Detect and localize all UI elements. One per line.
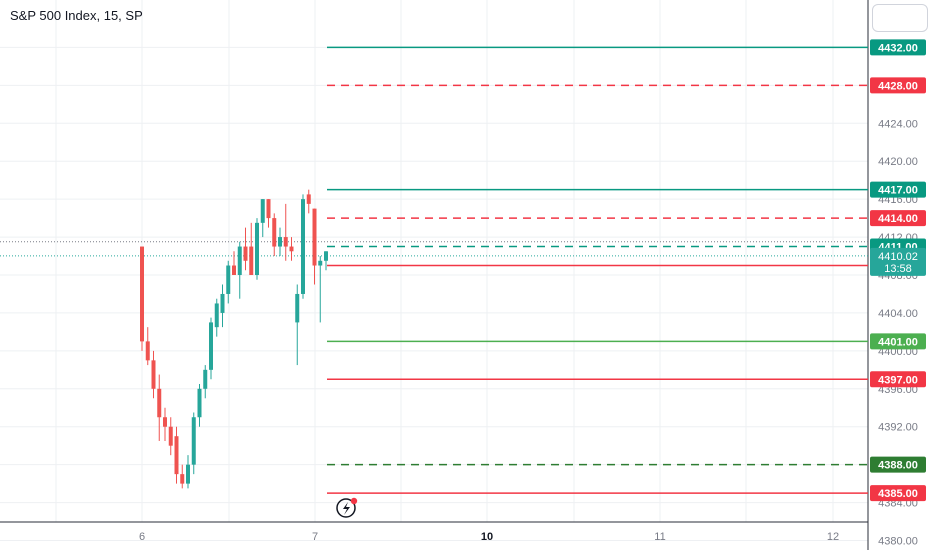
candle-body[interactable]	[168, 426, 173, 446]
level-price-tag	[870, 39, 926, 56]
candle-body[interactable]	[157, 388, 162, 418]
level-price-label: 4417.00	[878, 185, 918, 197]
candle-body[interactable]	[249, 246, 254, 275]
x-tick-label: 6	[139, 531, 145, 543]
candle-body[interactable]	[260, 199, 265, 223]
x-tick-label: 11	[654, 531, 665, 543]
candle-body[interactable]	[237, 246, 242, 275]
level-price-tag	[870, 456, 926, 473]
candle-body[interactable]	[226, 265, 231, 294]
lightning-icon[interactable]	[336, 498, 356, 518]
level-price-label: 4414.00	[878, 213, 918, 225]
candle-body[interactable]	[283, 237, 288, 247]
candle-body[interactable]	[214, 303, 219, 328]
candle-body[interactable]	[306, 194, 311, 204]
candle-body[interactable]	[272, 218, 277, 247]
candle-body[interactable]	[255, 222, 259, 275]
candle-body[interactable]	[318, 260, 323, 266]
candle-body[interactable]	[295, 293, 300, 323]
candle-body[interactable]	[186, 464, 190, 484]
top-right-button[interactable]	[872, 4, 928, 32]
candle-body[interactable]	[203, 369, 208, 389]
y-tick-label: 4424.00	[878, 118, 918, 130]
chart-title: S&P 500 Index, 15, SP	[10, 8, 143, 23]
candle-body[interactable]	[289, 246, 294, 252]
lightning-bolt-icon	[343, 502, 350, 515]
level-price-tag	[870, 181, 926, 198]
x-tick-label: 7	[312, 531, 318, 543]
candle-body[interactable]	[145, 341, 150, 361]
candle-body[interactable]	[301, 199, 305, 294]
level-price-tag	[870, 485, 926, 502]
candle-body[interactable]	[191, 417, 196, 465]
candle-body[interactable]	[140, 246, 144, 342]
level-price-label: 4428.00	[878, 80, 918, 92]
y-tick-label: 4404.00	[878, 308, 918, 320]
last-price-label: 4410.02	[878, 251, 918, 263]
candle-body[interactable]	[209, 322, 213, 370]
candle-body[interactable]	[266, 199, 271, 219]
y-tick-label: 4420.00	[878, 156, 918, 168]
candle-body[interactable]	[180, 474, 185, 484]
candle-body[interactable]	[232, 265, 236, 275]
level-price-label: 4397.00	[878, 374, 918, 386]
y-tick-label: 4380.00	[878, 536, 918, 548]
level-price-label: 4401.00	[878, 336, 918, 348]
level-price-tag	[870, 210, 926, 227]
notification-dot-icon	[350, 497, 358, 505]
level-price-tag	[870, 77, 926, 94]
level-price-tag	[870, 371, 926, 388]
level-price-label: 4388.00	[878, 460, 918, 472]
candle-body[interactable]	[243, 246, 248, 261]
countdown-label: 13:58	[884, 263, 912, 275]
candle-body[interactable]	[163, 417, 167, 427]
last-price-tag	[870, 247, 926, 276]
candle-body[interactable]	[312, 208, 317, 266]
x-tick-label: 10	[481, 531, 493, 543]
level-price-tag	[870, 333, 926, 350]
level-price-label: 4385.00	[878, 488, 918, 500]
candle-body[interactable]	[197, 388, 202, 418]
candle-body[interactable]	[324, 251, 328, 261]
candle-body[interactable]	[220, 293, 225, 313]
y-tick-label: 4392.00	[878, 422, 918, 434]
level-price-label: 4432.00	[878, 42, 918, 54]
candle-body[interactable]	[151, 360, 156, 389]
x-tick-label: 12	[827, 531, 839, 543]
candle-body[interactable]	[278, 237, 282, 247]
candle-body[interactable]	[174, 436, 179, 475]
